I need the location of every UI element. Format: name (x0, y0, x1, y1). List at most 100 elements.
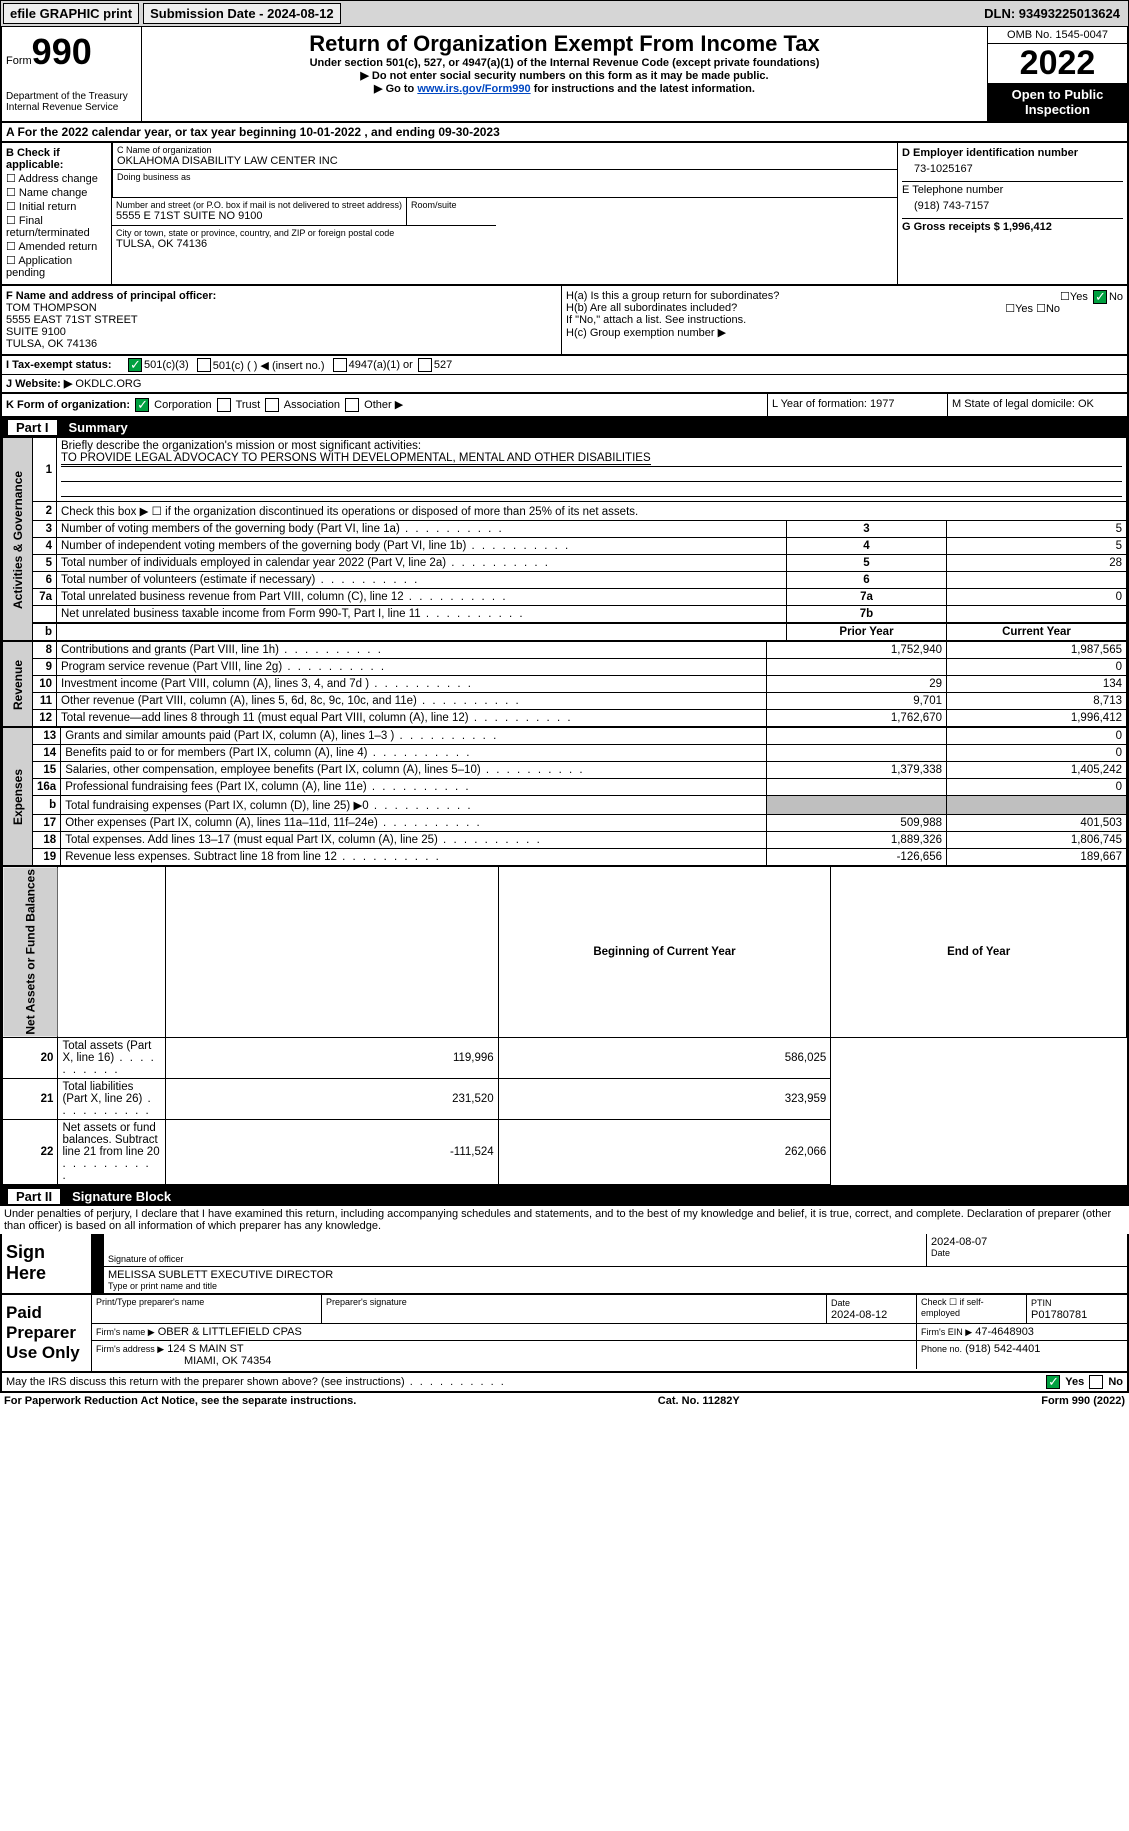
prior-year-hdr: Prior Year (787, 623, 947, 641)
yes-lbl: Yes (1065, 1376, 1084, 1388)
date-label: Date (931, 1248, 1123, 1258)
hb-yes[interactable]: Yes (1015, 303, 1033, 315)
dept-label: Department of the Treasury Internal Reve… (6, 91, 137, 113)
cb-527[interactable] (418, 358, 432, 372)
cb-assoc[interactable] (265, 398, 279, 412)
cb-trust[interactable] (217, 398, 231, 412)
tax-status-label: I Tax-exempt status: (6, 359, 126, 371)
section-ij: I Tax-exempt status: 501(c)(3) 501(c) ( … (0, 356, 1129, 394)
firm-label: Firm's name ▶ (96, 1327, 155, 1337)
page-footer: For Paperwork Reduction Act Notice, see … (0, 1393, 1129, 1409)
table-row: 20Total assets (Part X, line 16)119,9965… (3, 1037, 1127, 1078)
city-state-zip: TULSA, OK 74136 (116, 238, 893, 250)
ha-no: No (1109, 291, 1123, 303)
eoy-hdr: End of Year (831, 867, 1127, 1038)
cb-name-change[interactable]: Name change (6, 186, 107, 199)
line2: Check this box ▶ ☐ if the organization d… (57, 502, 1127, 521)
officer-addr3: TULSA, OK 74136 (6, 338, 557, 350)
sidebar-exp: Expenses (3, 728, 33, 866)
discuss-yes[interactable] (1046, 1375, 1060, 1389)
cb-app-pending[interactable]: Application pending (6, 254, 107, 279)
ein-value: 73-1025167 (902, 159, 1123, 179)
tax-year: 2022 (988, 44, 1127, 83)
form-label: Form (6, 55, 32, 67)
section-bcdefg: B Check if applicable: Address change Na… (0, 143, 1129, 286)
mission-text: TO PROVIDE LEGAL ADVOCACY TO PERSONS WIT… (61, 452, 651, 465)
addr-label: Number and street (or P.O. box if mail i… (116, 200, 402, 210)
goto-post: for instructions and the latest informat… (531, 83, 755, 95)
cb-initial-return[interactable]: Initial return (6, 200, 107, 213)
part2-title: Signature Block (72, 1189, 171, 1204)
cb-corp[interactable] (135, 398, 149, 412)
form-subtitle: Under section 501(c), 527, or 4947(a)(1)… (146, 57, 983, 69)
opt-501c3: 501(c)(3) (144, 359, 189, 371)
hc-label: H(c) Group exemption number ▶ (566, 326, 1123, 339)
prep-name-label: Print/Type preparer's name (96, 1297, 317, 1307)
hb-label: H(b) Are all subordinates included? (566, 302, 737, 314)
section-klm: K Form of organization: Corporation Trus… (0, 394, 1129, 418)
sidebar-actgov: Activities & Governance (3, 438, 33, 641)
hb-no[interactable]: No (1046, 303, 1060, 315)
part1-num: Part I (8, 420, 57, 435)
h-note: If "No," attach a list. See instructions… (566, 314, 1123, 326)
topbar: efile GRAPHIC print Submission Date - 20… (0, 0, 1129, 27)
cb-other[interactable] (345, 398, 359, 412)
org-name: OKLAHOMA DISABILITY LAW CENTER INC (117, 155, 893, 167)
firm-phone: (918) 542-4401 (965, 1343, 1040, 1355)
submission-date: Submission Date - 2024-08-12 (143, 3, 341, 24)
table-row: 4Number of independent voting members of… (3, 538, 1127, 555)
phone-value: (918) 743-7157 (902, 196, 1123, 216)
table-row: 7aTotal unrelated business revenue from … (3, 589, 1127, 606)
paid-prep-label: Paid Preparer Use Only (2, 1295, 92, 1371)
ha-no-checked[interactable] (1093, 290, 1107, 304)
row-a-period: A For the 2022 calendar year, or tax yea… (0, 123, 1129, 143)
table-row: 22Net assets or fund balances. Subtract … (3, 1119, 1127, 1184)
section-fh: F Name and address of principal officer:… (0, 286, 1129, 356)
ssn-warning: ▶ Do not enter social security numbers o… (146, 69, 983, 82)
street-address: 5555 E 71ST SUITE NO 9100 (116, 210, 402, 222)
form-title: Return of Organization Exempt From Incom… (146, 31, 983, 57)
paid-preparer-section: Paid Preparer Use Only Print/Type prepar… (0, 1295, 1129, 1373)
cb-501c[interactable] (197, 358, 211, 372)
phone-label: E Telephone number (902, 184, 1123, 196)
form-number: 990 (32, 31, 92, 72)
cb-address-change[interactable]: Address change (6, 172, 107, 185)
line1-label: Briefly describe the organization's miss… (61, 440, 421, 452)
year-formation: L Year of formation: 1977 (767, 394, 947, 416)
officer-printed: MELISSA SUBLETT EXECUTIVE DIRECTOR (108, 1269, 1123, 1281)
firm-name: OBER & LITTLEFIELD CPAS (158, 1326, 302, 1338)
firm-phone-label: Phone no. (921, 1344, 962, 1354)
open-to-public: Open to Public Inspection (988, 83, 1127, 121)
part1-title: Summary (69, 420, 128, 435)
irs-link[interactable]: www.irs.gov/Form990 (417, 83, 530, 95)
firm-addr-label: Firm's address ▶ (96, 1344, 164, 1354)
self-employed-cb[interactable]: Check ☐ if self-employed (917, 1295, 1027, 1323)
ha-yes[interactable]: Yes (1070, 291, 1088, 303)
prep-date-label: Date (831, 1298, 850, 1308)
prep-sig-label: Preparer's signature (326, 1297, 822, 1307)
table-row: Net unrelated business taxable income fr… (3, 606, 1127, 624)
type-name-label: Type or print name and title (108, 1281, 1123, 1291)
state-domicile: M State of legal domicile: OK (947, 394, 1127, 416)
cb-501c3[interactable] (128, 358, 142, 372)
cb-4947[interactable] (333, 358, 347, 372)
cb-final-return[interactable]: Final return/terminated (6, 214, 107, 239)
room-label: Room/suite (411, 200, 492, 210)
officer-name: TOM THOMPSON (6, 302, 557, 314)
revenue-table: Revenue8Contributions and grants (Part V… (2, 641, 1127, 727)
opt-4947: 4947(a)(1) or (349, 359, 413, 371)
sidebar-net: Net Assets or Fund Balances (3, 867, 58, 1038)
paperwork-notice: For Paperwork Reduction Act Notice, see … (4, 1395, 356, 1407)
opt-527: 527 (434, 359, 452, 371)
table-row: 3Number of voting members of the governi… (3, 521, 1127, 538)
form-ref: Form 990 (2022) (1041, 1395, 1125, 1407)
may-discuss: May the IRS discuss this return with the… (6, 1376, 506, 1388)
dln: DLN: 93493225013624 (976, 4, 1128, 23)
efile-print-btn[interactable]: efile GRAPHIC print (3, 3, 139, 24)
cb-amended[interactable]: Amended return (6, 240, 107, 253)
cat-no: Cat. No. 11282Y (356, 1395, 1041, 1407)
officer-label: F Name and address of principal officer: (6, 290, 216, 302)
discuss-no[interactable] (1089, 1375, 1103, 1389)
c-name-label: C Name of organization (117, 145, 893, 155)
officer-addr1: 5555 EAST 71ST STREET (6, 314, 557, 326)
